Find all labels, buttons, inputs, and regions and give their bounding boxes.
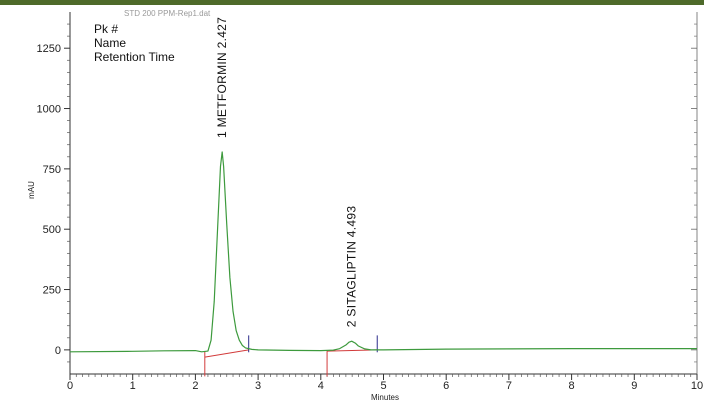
y-tick-label: 500: [43, 224, 61, 236]
x-tick-label: 3: [255, 380, 261, 392]
y-tick-label: 1000: [37, 104, 61, 116]
y-axis-title: mAU: [27, 181, 36, 199]
x-tick-label: 0: [67, 380, 73, 392]
baseline-segment: [204, 349, 249, 358]
faint-chart-title: STD 200 PPM-Rep1.dat: [124, 9, 211, 18]
y-tick-label: 250: [43, 285, 61, 297]
top-frame-bar: [0, 0, 704, 5]
y-tick-label: 0: [55, 345, 61, 357]
axes: [69, 12, 698, 375]
legend-line-pk: Pk #: [94, 22, 118, 36]
x-tick-label: 2: [192, 380, 198, 392]
x-tick-label: 4: [318, 380, 324, 392]
x-tick-label: 5: [380, 380, 386, 392]
legend-block: Pk # Name Retention Time: [94, 22, 175, 64]
ticks: 0 250 500 750 1000 1250 0 1 2 3 4 5 6 7 8 9 10: [37, 23, 703, 392]
y-tick-label: 1250: [37, 43, 61, 55]
x-axis-title: Minutes: [371, 393, 399, 402]
peak-label-2: 2 SITAGLIPTIN 4.493: [345, 206, 359, 328]
peak-label-1: 1 METFORMIN 2.427: [215, 17, 229, 138]
x-tick-label: 9: [631, 380, 637, 392]
legend-line-retention-time: Retention Time: [94, 50, 175, 64]
y-tick-label: 750: [43, 164, 61, 176]
x-tick-label: 8: [569, 380, 575, 392]
legend-line-name: Name: [94, 36, 126, 50]
trace-group: [69, 151, 697, 353]
chromatogram-trace: [69, 151, 697, 353]
x-tick-label: 7: [506, 380, 512, 392]
x-tick-label: 6: [443, 380, 449, 392]
x-tick-label: 1: [130, 380, 136, 392]
peak-labels: 1 METFORMIN 2.427 2 SITAGLIPTIN 4.493: [215, 17, 359, 327]
x-tick-label: 10: [691, 380, 703, 392]
